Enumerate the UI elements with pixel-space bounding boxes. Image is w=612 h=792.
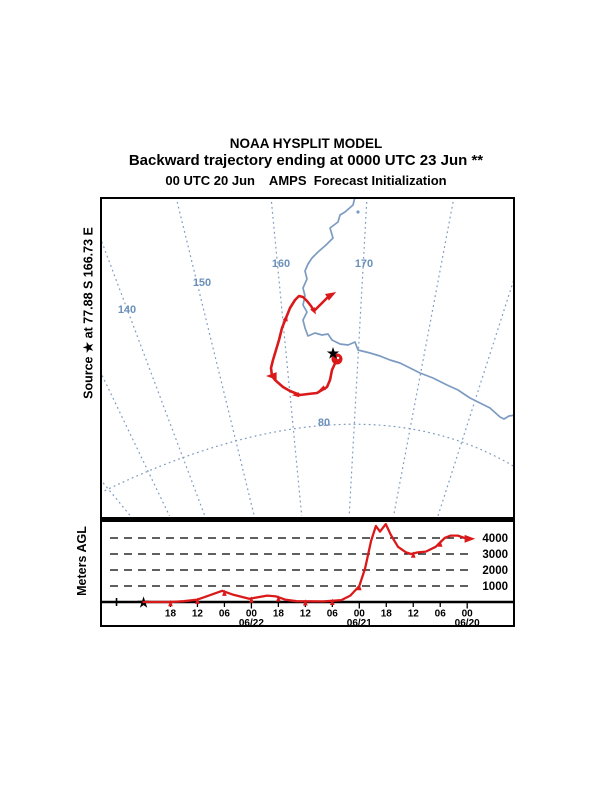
altitude-time-marker (249, 596, 254, 603)
meridian-line (437, 280, 513, 516)
altitude-time-marker (357, 583, 362, 591)
source-star-icon: ★ (327, 345, 340, 361)
meridian-label: 150 (193, 277, 211, 289)
island-dot (356, 210, 360, 214)
altitude-grid-label: 3000 (482, 549, 508, 561)
hour-tick-label: 18 (165, 609, 177, 620)
hour-tick-label: 06 (435, 609, 447, 620)
meters-agl-axis-label: Meters AGL (75, 526, 89, 596)
hour-tick-label: 18 (381, 609, 393, 620)
trajectory-time-marker (282, 314, 288, 322)
hour-tick-label: 12 (408, 609, 420, 620)
trajectory-time-marker (318, 385, 326, 391)
trajectory-end-arrow-icon (464, 534, 476, 543)
hour-tick-label: 06 (219, 609, 231, 620)
altitude-profile-panel: 4000 3000 2000 1000 18 12 06 00 06/22 18 12 06 00 06/… (100, 519, 515, 627)
meridian-label: 160 (272, 258, 290, 270)
altitude-time-marker (437, 540, 443, 547)
date-tick-label: 06/22 (239, 618, 264, 625)
page-title: NOAA HYSPLIT MODEL (229, 136, 383, 151)
meridian-label: 170 (355, 258, 373, 270)
hour-tick-label: 00 (462, 609, 474, 620)
cluster-hole (336, 356, 340, 360)
hour-tick-label: 12 (192, 609, 204, 620)
trajectory-map: 140 150 160 170 80 ★ (102, 199, 513, 516)
altitude-curve (142, 522, 469, 604)
meridian-line (175, 199, 255, 516)
trajectory-time-marker (266, 372, 277, 380)
meridian-label: 140 (118, 304, 136, 316)
latitude-80-arc (102, 423, 513, 493)
altitude-time-marker (222, 589, 227, 596)
trajectory-map-panel: 140 150 160 170 80 ★ (100, 197, 515, 519)
coastline (302, 199, 513, 420)
trajectory-time-marker (292, 392, 300, 398)
trajectory-ending-subtitle: Backward trajectory ending at 0000 UTC 2… (128, 152, 484, 169)
altitude-time-marker (276, 595, 281, 602)
parallel-label: 80 (318, 417, 330, 429)
meridian-line (392, 199, 455, 516)
hour-tick-label: 00 (246, 609, 258, 620)
altitude-time-marker (195, 597, 200, 604)
date-tick-label: 06/20 (455, 618, 480, 625)
initialization-subtitle: 00 UTC 20 Jun AMPS Forecast Initializati… (165, 173, 447, 188)
source-location-label: Source ★ at 77.88 S 166.73 E (81, 227, 96, 399)
altitude-grid-label: 1000 (482, 581, 508, 593)
hour-tick-label: 18 (273, 609, 285, 620)
trajectory-path (269, 293, 339, 397)
altitude-time-marker (330, 598, 335, 605)
altitude-grid-label: 2000 (482, 565, 508, 577)
altitude-grid-label: 4000 (482, 533, 508, 545)
trajectory-start-cluster (331, 353, 343, 365)
meridian-line (102, 480, 132, 516)
hour-tick-label: 00 (354, 609, 366, 620)
altitude-time-marker (168, 599, 173, 607)
altitude-time-marker (303, 599, 308, 606)
meridian-line (102, 373, 171, 516)
hour-tick-label: 06 (327, 609, 339, 620)
hour-tick-label: 12 (300, 609, 312, 620)
meridian-line (270, 199, 303, 516)
altitude-time-marker (410, 551, 416, 558)
date-tick-label: 06/21 (347, 618, 372, 625)
trajectory-time-marker (310, 307, 316, 315)
trajectory-time-marker (325, 292, 337, 301)
meridian-line (348, 199, 368, 516)
meridian-line (102, 240, 206, 516)
